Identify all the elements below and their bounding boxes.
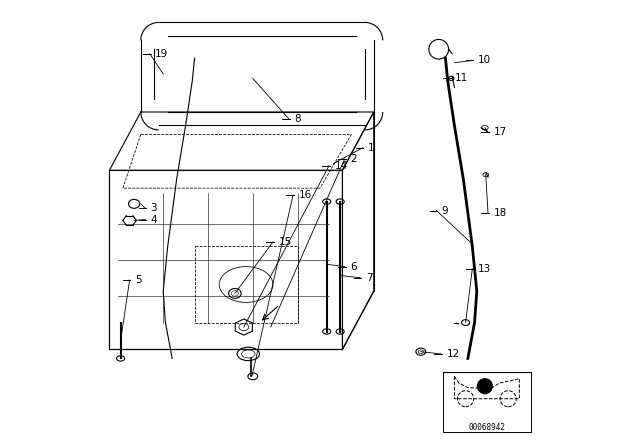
Text: 12: 12 — [446, 349, 460, 359]
Text: 4: 4 — [150, 215, 157, 224]
Text: 19: 19 — [155, 49, 168, 59]
Text: 14: 14 — [334, 161, 348, 171]
Bar — [443, 372, 531, 432]
Text: 2: 2 — [350, 154, 356, 164]
Text: 00068942: 00068942 — [468, 423, 505, 432]
Text: 7: 7 — [365, 273, 372, 283]
Text: 10: 10 — [477, 56, 491, 65]
Text: 18: 18 — [493, 208, 507, 218]
Text: 11: 11 — [455, 73, 468, 83]
Text: 16: 16 — [298, 190, 312, 200]
Text: 5: 5 — [135, 275, 141, 285]
Text: 8: 8 — [294, 114, 301, 124]
Circle shape — [477, 378, 493, 394]
Text: 1: 1 — [368, 143, 374, 153]
Text: 9: 9 — [442, 206, 449, 215]
Text: 3: 3 — [150, 203, 157, 213]
Text: 15: 15 — [278, 237, 292, 247]
Text: 13: 13 — [477, 264, 491, 274]
Text: 17: 17 — [493, 127, 507, 137]
Text: 6: 6 — [350, 262, 356, 271]
